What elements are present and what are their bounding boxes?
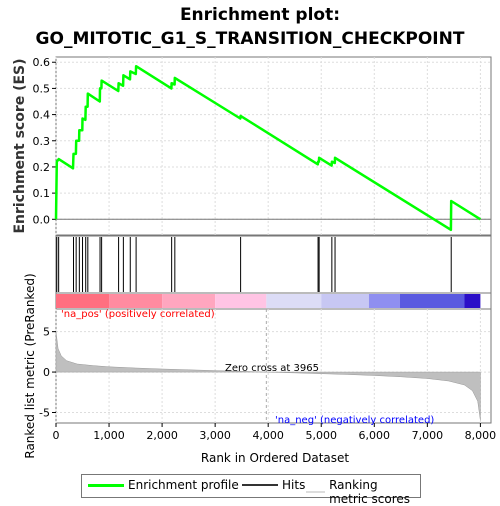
gradient-segment	[321, 294, 369, 308]
x-tick-label: 8,000	[465, 429, 497, 442]
x-axis-label: Rank in Ordered Dataset	[201, 451, 349, 465]
legend-item-hits: Hits	[242, 478, 305, 492]
gradient-segment	[162, 294, 216, 308]
x-tick-label: 0	[53, 429, 60, 442]
metric-panel: -505 0 1,000 2,000 3,000 4,000 5,000 6,000 7,00…	[39, 308, 497, 442]
es-y-ticks: 0.0 0.1 0.2 0.3 0.4 0.5 0.6	[33, 56, 56, 226]
legend-item-enrichment-profile: Enrichment profile	[88, 478, 239, 492]
x-tick-label: 6,000	[359, 429, 391, 442]
gradient-segment	[215, 294, 267, 308]
gradient-segment	[368, 294, 400, 308]
x-tick-label: 3,000	[199, 429, 231, 442]
metric-panel-frame	[55, 308, 492, 424]
legend-item-ranking-metric: Ranking metric scores	[306, 478, 420, 506]
x-tick-label: 4,000	[252, 429, 284, 442]
metric-y-tick-label: 5	[43, 326, 50, 339]
metric-y-axis-label: Ranked list metric (PreRanked)	[23, 273, 37, 458]
x-axis-ticks: 0 1,000 2,000 3,000 4,000 5,000 6,000 7,000 8,00…	[53, 423, 497, 442]
es-y-tick-label: 0.6	[33, 56, 51, 69]
x-tick-label: 1,000	[93, 429, 125, 442]
metric-y-tick-label: 0	[43, 366, 50, 379]
es-panel-frame	[55, 56, 492, 236]
x-tick-label: 2,000	[146, 429, 178, 442]
ranking-metric-area	[55, 331, 481, 421]
gradient-segment	[56, 294, 110, 308]
x-tick-label: 5,000	[305, 429, 337, 442]
gradient-segment	[109, 294, 163, 308]
x-tick-label: 7,000	[412, 429, 444, 442]
metric-y-ticks: -5 0 5	[39, 326, 56, 419]
gradient-segment	[464, 294, 481, 308]
chart-title-line1: Enrichment plot:	[180, 5, 340, 25]
hits-panel-frame	[55, 235, 492, 294]
es-y-tick-label: 0.2	[33, 161, 51, 174]
metric-y-tick-label: -5	[39, 406, 50, 419]
es-panel: 0.0 0.1 0.2 0.3 0.4 0.5 0.6	[33, 56, 492, 236]
zero-cross-label: Zero cross at 3965	[225, 363, 319, 374]
neg-corr-label: 'na_neg' (negatively correlated)	[275, 415, 434, 426]
legend-swatch-hits	[242, 484, 278, 486]
legend-label-enrichment-profile: Enrichment profile	[128, 478, 239, 492]
legend-swatch-ranking-metric	[306, 491, 326, 493]
legend-label-ranking-metric: Ranking metric scores	[329, 478, 411, 506]
es-y-tick-label: 0.4	[33, 109, 51, 122]
chart-title-line2: GO_MITOTIC_G1_S_TRANSITION_CHECKPOINT	[36, 29, 465, 49]
legend: Enrichment profile Hits Ranking metric s…	[81, 474, 421, 506]
gradient-segment	[399, 294, 465, 308]
gradient-segments	[56, 294, 481, 308]
enrichment-profile-line	[54, 64, 482, 232]
gradient-segment	[266, 294, 322, 308]
pos-corr-label: 'na_pos' (positively correlated)	[61, 309, 215, 320]
es-y-tick-label: 0.5	[33, 82, 51, 95]
hit-markers	[56, 237, 452, 292]
es-y-axis-label: Enrichment score (ES)	[12, 58, 28, 233]
es-y-tick-label: 0.0	[33, 213, 51, 226]
rank-gradient-bar	[55, 292, 492, 310]
legend-label-hits: Hits	[282, 478, 306, 492]
es-y-tick-label: 0.1	[33, 187, 51, 200]
es-y-tick-label: 0.3	[33, 135, 51, 148]
legend-swatch-enrichment-profile	[88, 483, 124, 487]
hits-panel	[55, 235, 492, 294]
